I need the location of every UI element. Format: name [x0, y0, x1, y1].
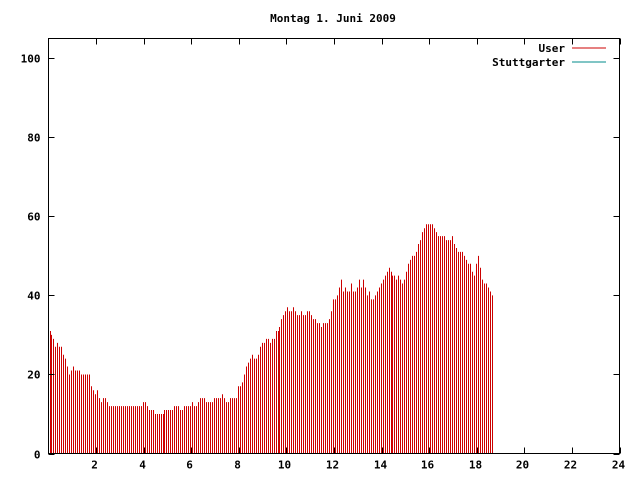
x-tick-label: 24: [612, 459, 626, 472]
x-tick-label: 6: [186, 459, 193, 472]
x-axis: 2 4 6 8 10 12 14 16 18 20 22 24: [91, 38, 626, 472]
x-tick-label: 12: [326, 459, 339, 472]
y-tick-label: 0: [34, 449, 41, 462]
y-tick-label: 100: [21, 53, 41, 66]
x-tick-label: 14: [374, 459, 388, 472]
legend-label-stuttgarter: Stuttgarter: [492, 56, 565, 69]
y-axis: 0 20 40 60 80 100: [21, 53, 620, 462]
y-tick-label: 80: [27, 132, 40, 145]
x-tick-label: 20: [516, 459, 529, 472]
y-tick-label: 20: [27, 369, 40, 382]
legend-label-user: User: [539, 42, 566, 55]
bars-layer: [50, 224, 493, 454]
x-tick-label: 8: [234, 459, 241, 472]
x-tick-label: 10: [278, 459, 291, 472]
y-tick-label: 60: [27, 211, 40, 224]
x-tick-label: 16: [421, 459, 435, 472]
x-tick-label: 4: [139, 459, 146, 472]
x-tick-label: 22: [564, 459, 577, 472]
chart-title: Montag 1. Juni 2009: [270, 12, 396, 25]
x-tick-label: 18: [469, 459, 482, 472]
legend: User Stuttgarter: [492, 42, 606, 69]
x-tick-label: 2: [91, 459, 98, 472]
y-tick-label: 40: [27, 290, 40, 303]
